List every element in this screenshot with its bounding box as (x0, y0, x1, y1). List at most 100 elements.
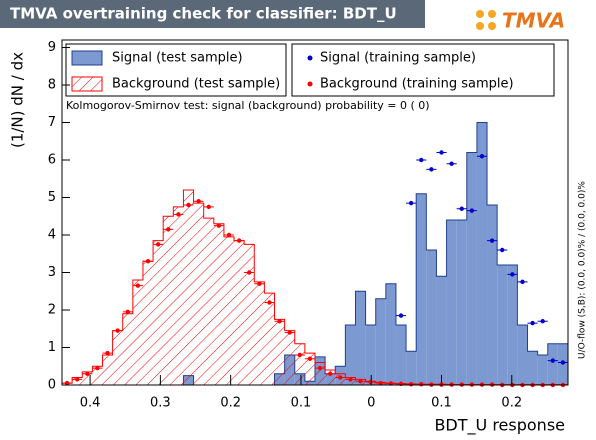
hist-bin (183, 190, 194, 385)
y-tick-label: 6 (48, 153, 56, 168)
hist-bin (274, 319, 285, 385)
hist-bin (456, 220, 467, 385)
data-point (378, 380, 383, 386)
hist-bin (254, 281, 265, 385)
data-point (408, 382, 414, 387)
data-point (489, 238, 495, 243)
data-point (155, 242, 161, 247)
hist-bin (476, 122, 488, 385)
data-point (560, 360, 566, 365)
hist-bin (163, 216, 174, 385)
data-point (216, 223, 222, 228)
hist-bin (436, 276, 447, 385)
hist-bin (395, 325, 407, 385)
data-point (226, 232, 232, 238)
data-point (520, 279, 525, 285)
y-tick-label: 9 (48, 40, 56, 55)
data-point (459, 206, 464, 211)
hist-bin (122, 313, 133, 385)
hist-bin (294, 343, 305, 385)
x-axis-label: BDT_U response (434, 416, 565, 436)
y-tick-label: 0 (48, 378, 56, 393)
x-tick-label: 0.4 (80, 396, 101, 411)
hist-bin (466, 152, 477, 385)
hist-bin (173, 206, 184, 385)
hist-bin (487, 205, 498, 385)
hist-bin (446, 220, 457, 385)
hist-bin (153, 240, 164, 385)
legend-label: Signal (training sample) (320, 51, 476, 66)
plot-area (62, 122, 568, 388)
y-tick-label: 2 (48, 303, 56, 318)
hist-bin (112, 330, 123, 385)
data-point (95, 365, 100, 371)
data-point (398, 313, 404, 318)
hist-bin (142, 261, 154, 385)
x-tick-label: 0.3 (150, 396, 171, 411)
hist-bin (365, 325, 376, 385)
legend-swatch (71, 76, 103, 92)
hist-bin (547, 343, 558, 385)
data-point (419, 157, 424, 163)
data-point (186, 202, 191, 208)
hist-bin (375, 298, 386, 385)
hist-bin (315, 362, 326, 385)
hist-bin (527, 351, 538, 385)
title-bar (0, 0, 425, 28)
data-point (317, 365, 323, 371)
data-point (64, 380, 70, 386)
y-axis-label: (1/N) dN / dx (9, 52, 27, 148)
hist-bin (193, 203, 204, 385)
data-point (105, 350, 110, 356)
logo-dots (476, 10, 496, 30)
hist-bin (416, 193, 427, 385)
data-point (277, 319, 282, 324)
legend-label: Background (test sample) (112, 77, 280, 92)
y-tick-label: 1 (48, 340, 56, 355)
data-point (540, 319, 545, 324)
legend-box (65, 43, 287, 97)
data-point (176, 212, 181, 217)
data-point (125, 309, 130, 315)
legend-marker (307, 81, 313, 87)
y-tick-label: 3 (48, 265, 56, 280)
hist-bin (345, 325, 356, 385)
data-point (469, 208, 475, 213)
data-point (419, 382, 424, 387)
data-point (85, 371, 90, 376)
hist-bin (92, 366, 103, 385)
data-point (74, 377, 80, 382)
legend-box (291, 43, 555, 97)
hist-bin (325, 370, 336, 385)
data-point (348, 377, 353, 382)
hist-bin (213, 223, 224, 385)
hist-bin (507, 265, 518, 385)
y-tick-label: 5 (48, 190, 56, 205)
data-point (145, 259, 151, 264)
data-point (166, 227, 171, 232)
data-point (196, 199, 201, 204)
y-tick-label: 7 (48, 115, 56, 130)
data-point (257, 281, 262, 286)
hist-bin (537, 355, 548, 385)
legend-label: Background (training sample) (320, 77, 514, 92)
data-point (530, 320, 535, 326)
data-point (297, 352, 303, 358)
data-point (115, 328, 120, 333)
legend-label: Signal (test sample) (112, 51, 243, 66)
data-point (550, 358, 556, 363)
chart-title: TMVA overtraining check for classifier: … (10, 5, 397, 23)
hist-bin (355, 291, 366, 385)
logo: TMVA (502, 9, 565, 33)
data-point (358, 379, 363, 384)
hist-bin (132, 280, 143, 385)
frame (61, 39, 569, 386)
legend-swatch (71, 50, 103, 66)
data-point (135, 283, 141, 288)
data-point (368, 379, 373, 385)
data-point (479, 154, 485, 159)
hist-bin (304, 353, 315, 385)
x-tick-label: 0.2 (220, 396, 241, 411)
x-tick-label: 0 (367, 396, 375, 411)
